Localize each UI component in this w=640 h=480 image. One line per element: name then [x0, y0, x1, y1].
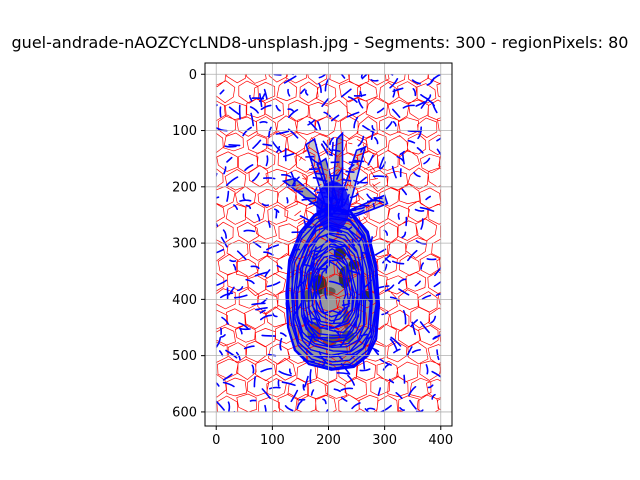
x-tick-label: 200 — [316, 433, 341, 448]
y-tick-label: 400 — [172, 293, 197, 308]
body-contours — [286, 208, 379, 370]
y-tick-label: 300 — [172, 237, 197, 252]
x-tick-label: 100 — [260, 433, 285, 448]
crown-center — [316, 181, 350, 232]
segment-boundaries — [216, 74, 441, 412]
y-tick-label: 200 — [172, 180, 197, 195]
y-tick-label: 500 — [172, 349, 197, 364]
y-tick-label: 600 — [172, 405, 197, 420]
chart-title: guel-andrade-nAOZCYcLND8-unsplash.jpg - … — [11, 33, 629, 52]
x-tick-label: 300 — [372, 433, 397, 448]
y-tick-label: 100 — [172, 124, 197, 139]
grid-layer — [205, 63, 452, 426]
y-tick-label: 0 — [189, 68, 197, 83]
axes-layer: 0 100 200 300 400 0 100 200 300 400 500 600 — [172, 62, 453, 448]
x-tick-label: 400 — [428, 433, 453, 448]
x-tick-label: 0 — [212, 433, 220, 448]
body-outline — [285, 205, 381, 371]
